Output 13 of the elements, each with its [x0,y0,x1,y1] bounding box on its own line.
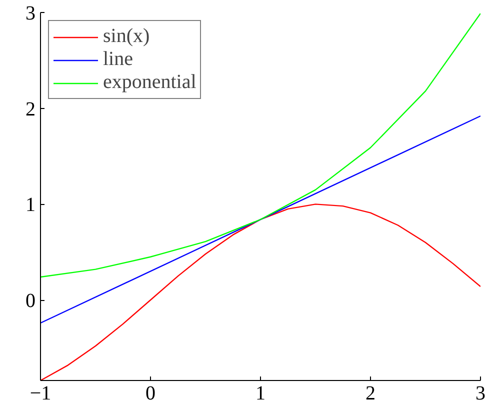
legend-label: exponential [103,71,196,94]
legend-label: sin(x) [103,25,150,48]
legend-label: line [103,48,133,71]
x-tick-label: 1 [256,382,266,404]
y-tick-label: 1 [26,194,36,216]
x-tick-label: 3 [476,382,486,404]
line-series [40,12,480,278]
y-tick-label: 2 [26,98,36,120]
x-tick-label: −1 [30,382,52,404]
x-tick-label: 0 [146,382,156,404]
y-tick-label: 3 [26,2,36,24]
y-tick-label: 0 [26,290,36,312]
x-tick-label: 2 [366,382,376,404]
